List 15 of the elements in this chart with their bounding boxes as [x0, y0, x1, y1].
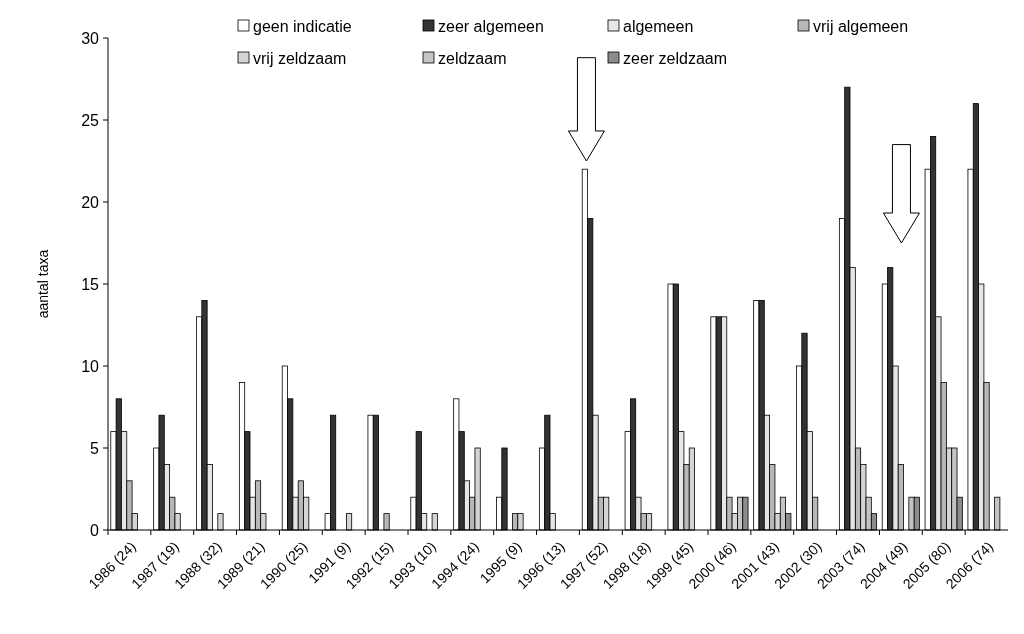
y-tick-label: 5 [90, 439, 100, 457]
legend-label: vrij algemeen [813, 17, 909, 35]
y-axis-title: aantal taxa [35, 249, 51, 319]
legend-label: zeer zeldzaam [623, 49, 728, 67]
y-tick-label: 25 [81, 111, 100, 129]
y-tick-label: 10 [81, 357, 100, 375]
y-tick-label: 20 [81, 193, 100, 211]
legend-label: zeldzaam [438, 49, 507, 67]
y-tick-label: 0 [90, 521, 100, 539]
y-tick-label: 30 [81, 29, 100, 47]
y-tick-label: 15 [81, 275, 100, 293]
legend-label: geen indicatie [253, 17, 352, 35]
legend-label: vrij zeldzaam [253, 49, 347, 67]
legend-label: algemeen [623, 17, 694, 35]
legend-label: zeer algemeen [438, 17, 544, 35]
